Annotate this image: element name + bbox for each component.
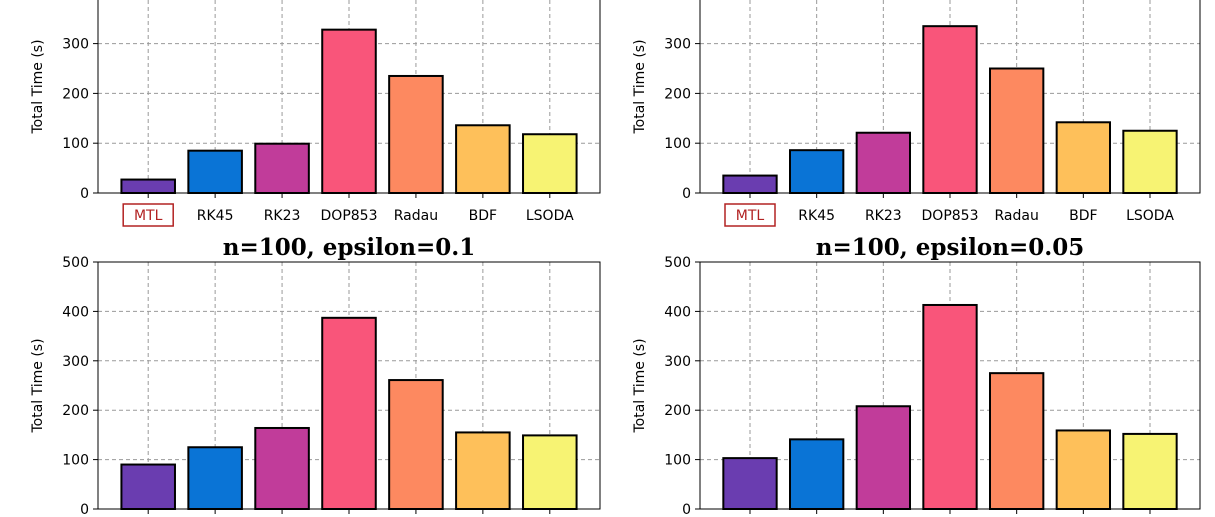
bar-rk23: [855, 405, 912, 510]
x-tick-label-bdf: BDF: [1069, 208, 1097, 224]
bar-bdf: [1055, 121, 1111, 194]
y-tick-label: 200: [62, 86, 89, 102]
chart-4: 0 100 200 300 400 500 Total Time (s) n=100, eps…: [632, 234, 1201, 517]
bar-rk23: [855, 131, 912, 195]
y-axis-label: Total Time (s): [632, 338, 648, 433]
bar-radau: [989, 372, 1045, 510]
y-tick-label: 300: [62, 37, 89, 53]
bar-radau: [989, 67, 1045, 194]
x-tick-label-mtl: MTL: [736, 208, 765, 224]
y-tick-label: 500: [664, 255, 691, 271]
bar-bdf: [455, 431, 511, 510]
bar-dop853: [922, 303, 978, 510]
y-axis-label: Total Time (s): [632, 39, 648, 134]
bar-mtl: [120, 463, 176, 511]
chart-title: n=100, epsilon=0.1: [223, 234, 476, 261]
y-tick-label: 300: [62, 354, 89, 370]
x-tick-label-rk45: RK45: [197, 208, 234, 224]
bar-lsoda: [1122, 129, 1178, 194]
x-tick-label-radau: Radau: [994, 208, 1038, 224]
y-tick-label: 200: [664, 403, 691, 419]
y-tick-label: 500: [62, 255, 89, 271]
y-tick-label: 200: [664, 86, 691, 102]
bar-rk23: [254, 142, 310, 194]
x-tick-label-bdf: BDF: [469, 208, 497, 224]
bar-radau: [388, 379, 444, 511]
y-tick-label: 400: [664, 304, 691, 320]
chart-2: 0 100 200 300 MTL RK45 RK23 DOP853 Radau BDF LSODA…: [632, 0, 1201, 227]
y-tick-label: 0: [80, 186, 89, 202]
bar-dop853: [321, 316, 377, 510]
bar-rk45: [789, 149, 845, 194]
y-tick-label: 300: [664, 354, 691, 370]
chart-title: n=100, epsilon=0.05: [816, 234, 1085, 261]
y-tick-label: 100: [664, 453, 691, 469]
bar-mtl: [722, 174, 778, 195]
x-tick-label-lsoda: LSODA: [526, 208, 574, 224]
bar-bdf: [455, 124, 511, 194]
x-tick-label-dop853: DOP853: [321, 208, 378, 224]
bar-bdf: [1055, 429, 1111, 511]
highlight-box: [724, 203, 776, 227]
y-tick-label: 300: [664, 37, 691, 53]
bar-dop853: [321, 28, 377, 194]
bar-dop853: [922, 25, 978, 195]
x-tick-label-rk45: RK45: [798, 208, 835, 224]
y-tick-label: 0: [682, 502, 691, 517]
bar-lsoda: [1122, 432, 1178, 510]
x-tick-label-rk23: RK23: [264, 208, 301, 224]
bar-rk23: [254, 426, 310, 511]
chart-1: 0 100 200 300 MTL RK45 RK23 DOP853 Radau BDF LSODA…: [30, 0, 601, 227]
y-tick-label: 200: [62, 403, 89, 419]
x-tick-label-radau: Radau: [394, 208, 438, 224]
bar-rk45: [789, 438, 845, 511]
bar-mtl: [722, 457, 778, 511]
bar-lsoda: [522, 133, 578, 194]
highlight-box: [122, 203, 174, 227]
x-tick-label-mtl: MTL: [134, 208, 163, 224]
y-tick-label: 0: [80, 502, 89, 517]
x-tick-label-dop853: DOP853: [922, 208, 979, 224]
bar-radau: [388, 74, 444, 194]
bar-mtl: [120, 178, 176, 195]
y-tick-label: 400: [62, 304, 89, 320]
y-tick-label: 100: [62, 136, 89, 152]
y-tick-label: 100: [62, 453, 89, 469]
x-tick-label-rk23: RK23: [865, 208, 902, 224]
bar-rk45: [187, 149, 243, 194]
y-tick-label: 100: [664, 136, 691, 152]
y-tick-label: 0: [682, 186, 691, 202]
x-tick-label-lsoda: LSODA: [1126, 208, 1174, 224]
bar-lsoda: [522, 434, 578, 511]
bar-rk45: [187, 446, 243, 510]
y-axis-label: Total Time (s): [30, 338, 46, 433]
chart-3: 0 100 200 300 400 500 Total Time (s) n=100, eps…: [30, 234, 601, 517]
y-axis-label: Total Time (s): [30, 39, 46, 134]
